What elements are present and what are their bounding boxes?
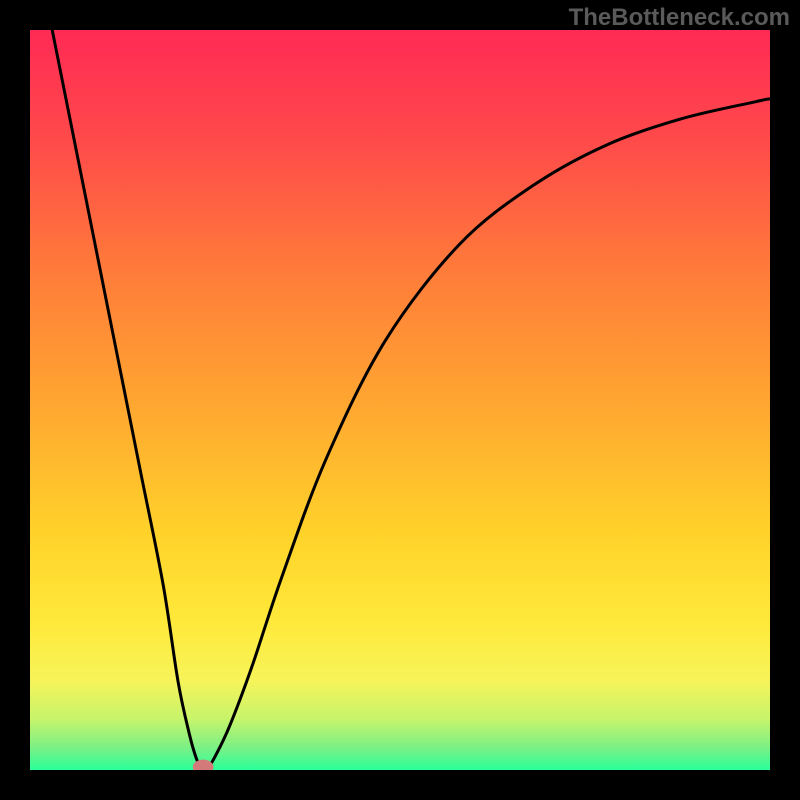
- watermark-text: TheBottleneck.com: [569, 4, 790, 32]
- bottleneck-curve: [30, 30, 770, 770]
- plot-area: [30, 30, 770, 770]
- chart-frame: TheBottleneck.com: [0, 0, 800, 800]
